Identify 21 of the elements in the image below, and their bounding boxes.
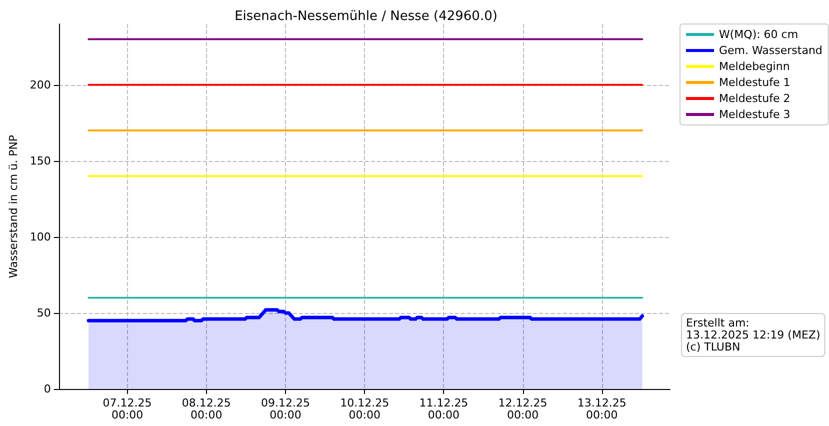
x-tick-label: 08.12.25 00:00 [182, 396, 231, 422]
y-tick-label: 200 [30, 78, 51, 92]
y-tick-label: 0 [44, 382, 51, 396]
y-tick-label: 100 [30, 230, 51, 244]
legend-label: Meldestufe 2 [719, 92, 790, 105]
legend-label: W(MQ): 60 cm [719, 28, 798, 41]
x-tick-label: 11.12.25 00:00 [419, 396, 468, 422]
text: Erstellt am: 13.12.2025 12:19 (MEZ) (c) TLUBN [686, 316, 820, 354]
x-tick-label: 09.12.25 00:00 [260, 396, 310, 422]
legend-label: Meldestufe 1 [719, 76, 790, 89]
chart-title: Eisenach-Nessemühle / Nesse (42960.0) [234, 9, 498, 24]
y-axis-title: Wasserstand in cm ü. PNP [7, 134, 20, 278]
legend-label: Meldebeginn [719, 60, 790, 73]
x-tick-label: 10.12.25 00:00 [340, 396, 390, 422]
x-tick-label: 13.12.25 00:00 [577, 396, 626, 422]
x-tick-label: 12.12.25 00:00 [498, 396, 548, 422]
y-tick-label: 150 [30, 154, 51, 168]
y-tick-label: 50 [36, 306, 51, 320]
x-tick-label: 07.12.25 00:00 [102, 396, 152, 422]
legend-label: Meldestufe 3 [719, 108, 790, 121]
legend-label: Gem. Wasserstand [719, 44, 822, 57]
